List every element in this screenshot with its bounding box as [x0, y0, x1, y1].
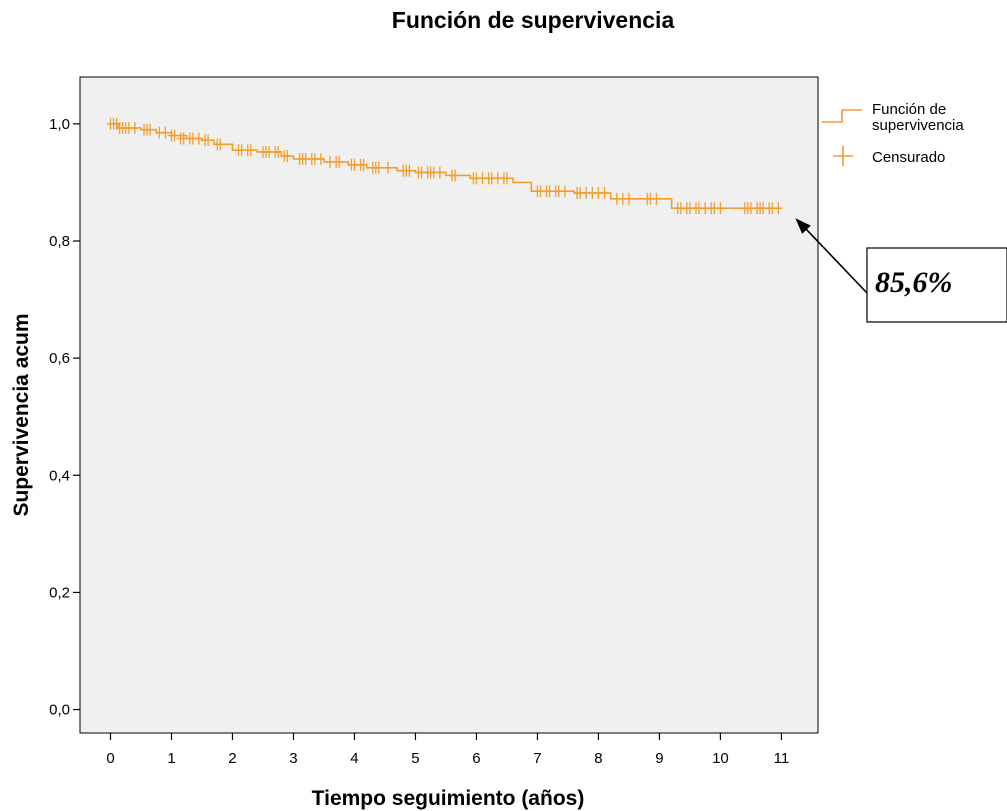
censor-marker	[161, 126, 170, 139]
x-tick-label: 6	[472, 750, 480, 767]
y-tick-label: 0,0	[49, 702, 70, 719]
censor-marker	[170, 129, 179, 142]
x-axis: 0 1 2 3 4 5 6 7 8 9 10 11	[106, 733, 789, 767]
legend-label-survival-line1: Función de	[872, 101, 946, 118]
y-tick-label: 1,0	[49, 116, 70, 133]
censor-marker	[374, 161, 383, 174]
censor-marker	[560, 185, 569, 198]
annotation-box	[866, 247, 1007, 323]
legend-label-censored: Censurado	[872, 149, 945, 166]
censor-marker	[283, 150, 292, 163]
x-tick-label: 5	[411, 750, 419, 767]
series-layer	[106, 117, 783, 215]
y-tick-label: 0,2	[49, 584, 70, 601]
x-tick-label: 4	[350, 750, 358, 767]
censor-marker	[130, 121, 139, 134]
plot-area	[79, 76, 819, 734]
censor-marker	[335, 155, 344, 168]
x-tick-label: 8	[594, 750, 602, 767]
censor-marker	[384, 161, 393, 174]
x-tick-label: 1	[167, 750, 175, 767]
y-axis: 0,0 0,2 0,4 0,6 0,8 1,0	[49, 116, 80, 719]
chart-title: Función de supervivencia	[392, 7, 675, 33]
censor-marker	[502, 172, 511, 185]
censor-marker	[774, 202, 783, 215]
y-tick-label: 0,6	[49, 350, 70, 367]
censor-marker	[435, 166, 444, 179]
legend-label-survival: Función de supervivencia	[872, 101, 964, 134]
annotation-arrow	[800, 223, 868, 294]
annotation-label: 85,6%	[875, 266, 953, 299]
censor-marker	[451, 169, 460, 182]
x-tick-label: 2	[228, 750, 236, 767]
censor-marker	[246, 144, 255, 157]
x-tick-label: 9	[655, 750, 663, 767]
censor-marker	[624, 192, 633, 205]
x-tick-label: 0	[106, 750, 114, 767]
legend: Función de supervivencia Censurado	[822, 101, 964, 166]
x-tick-label: 11	[774, 750, 790, 767]
y-axis-title: Supervivencia acum	[10, 313, 33, 516]
x-tick-label: 7	[533, 750, 541, 767]
x-tick-label: 3	[289, 750, 297, 767]
censor-marker	[405, 164, 414, 177]
censor-marker	[316, 153, 325, 165]
y-tick-label: 0,4	[49, 467, 70, 484]
censor-marker	[359, 158, 368, 171]
censor-marker	[652, 192, 661, 205]
x-tick-label: 10	[712, 750, 729, 767]
censor-marker	[216, 138, 225, 151]
legend-label-survival-line2: supervivencia	[872, 117, 964, 134]
censor-marker	[274, 145, 283, 158]
censor-marker	[600, 186, 609, 199]
censor-marker	[204, 134, 213, 147]
y-tick-label: 0,8	[49, 233, 70, 250]
annotation: 85,6%	[795, 218, 1007, 323]
censor-marker	[146, 123, 155, 136]
censor-marker	[716, 202, 725, 215]
legend-censor-swatch	[833, 146, 853, 166]
legend-line-swatch	[822, 109, 862, 123]
censor-marker	[194, 132, 203, 145]
x-axis-title: Tiempo seguimiento (años)	[312, 787, 585, 810]
annotation-arrowhead	[795, 218, 811, 234]
